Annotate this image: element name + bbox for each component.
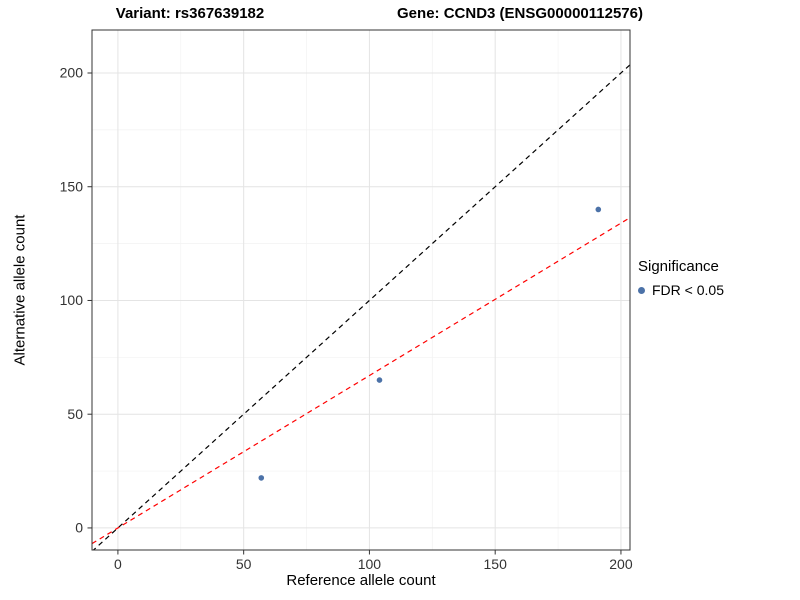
legend-item-label: FDR < 0.05 — [652, 282, 724, 298]
fit-line — [92, 217, 630, 545]
panel-background — [92, 30, 630, 550]
major-gridlines — [92, 30, 630, 550]
y-tick-label: 0 — [75, 520, 83, 536]
x-tick-label: 0 — [114, 556, 122, 572]
identity-line — [92, 64, 630, 550]
gene-title: Gene: CCND3 (ENSG00000112576) — [397, 5, 643, 22]
geom-layer — [92, 64, 630, 550]
x-axis-title: Reference allele count — [286, 572, 436, 589]
x-tick-label: 200 — [609, 556, 633, 572]
variant-title: Variant: rs367639182 — [115, 5, 265, 22]
y-tick-label: 100 — [60, 292, 84, 308]
y-tick-label: 50 — [67, 406, 83, 422]
legend-title: Significance — [638, 258, 719, 275]
axis-ticks: 0 50 100 150 200 0 50 100 150 200 — [60, 65, 633, 572]
y-tick-label: 150 — [60, 178, 84, 194]
y-tick-label: 200 — [60, 65, 84, 81]
data-points — [258, 206, 602, 481]
x-tick-label: 100 — [358, 556, 382, 572]
panel-border — [91, 29, 631, 551]
x-tick-label: 50 — [236, 556, 252, 572]
x-tick-label: 150 — [484, 556, 508, 572]
legend-point-icon — [638, 286, 645, 294]
data-point — [595, 206, 602, 213]
data-point — [258, 475, 265, 481]
data-point — [376, 377, 383, 383]
legend-item: FDR < 0.05 — [638, 282, 724, 298]
y-axis-title: Alternative allele count — [11, 214, 29, 366]
legend: Significance FDR < 0.05 — [638, 258, 724, 298]
